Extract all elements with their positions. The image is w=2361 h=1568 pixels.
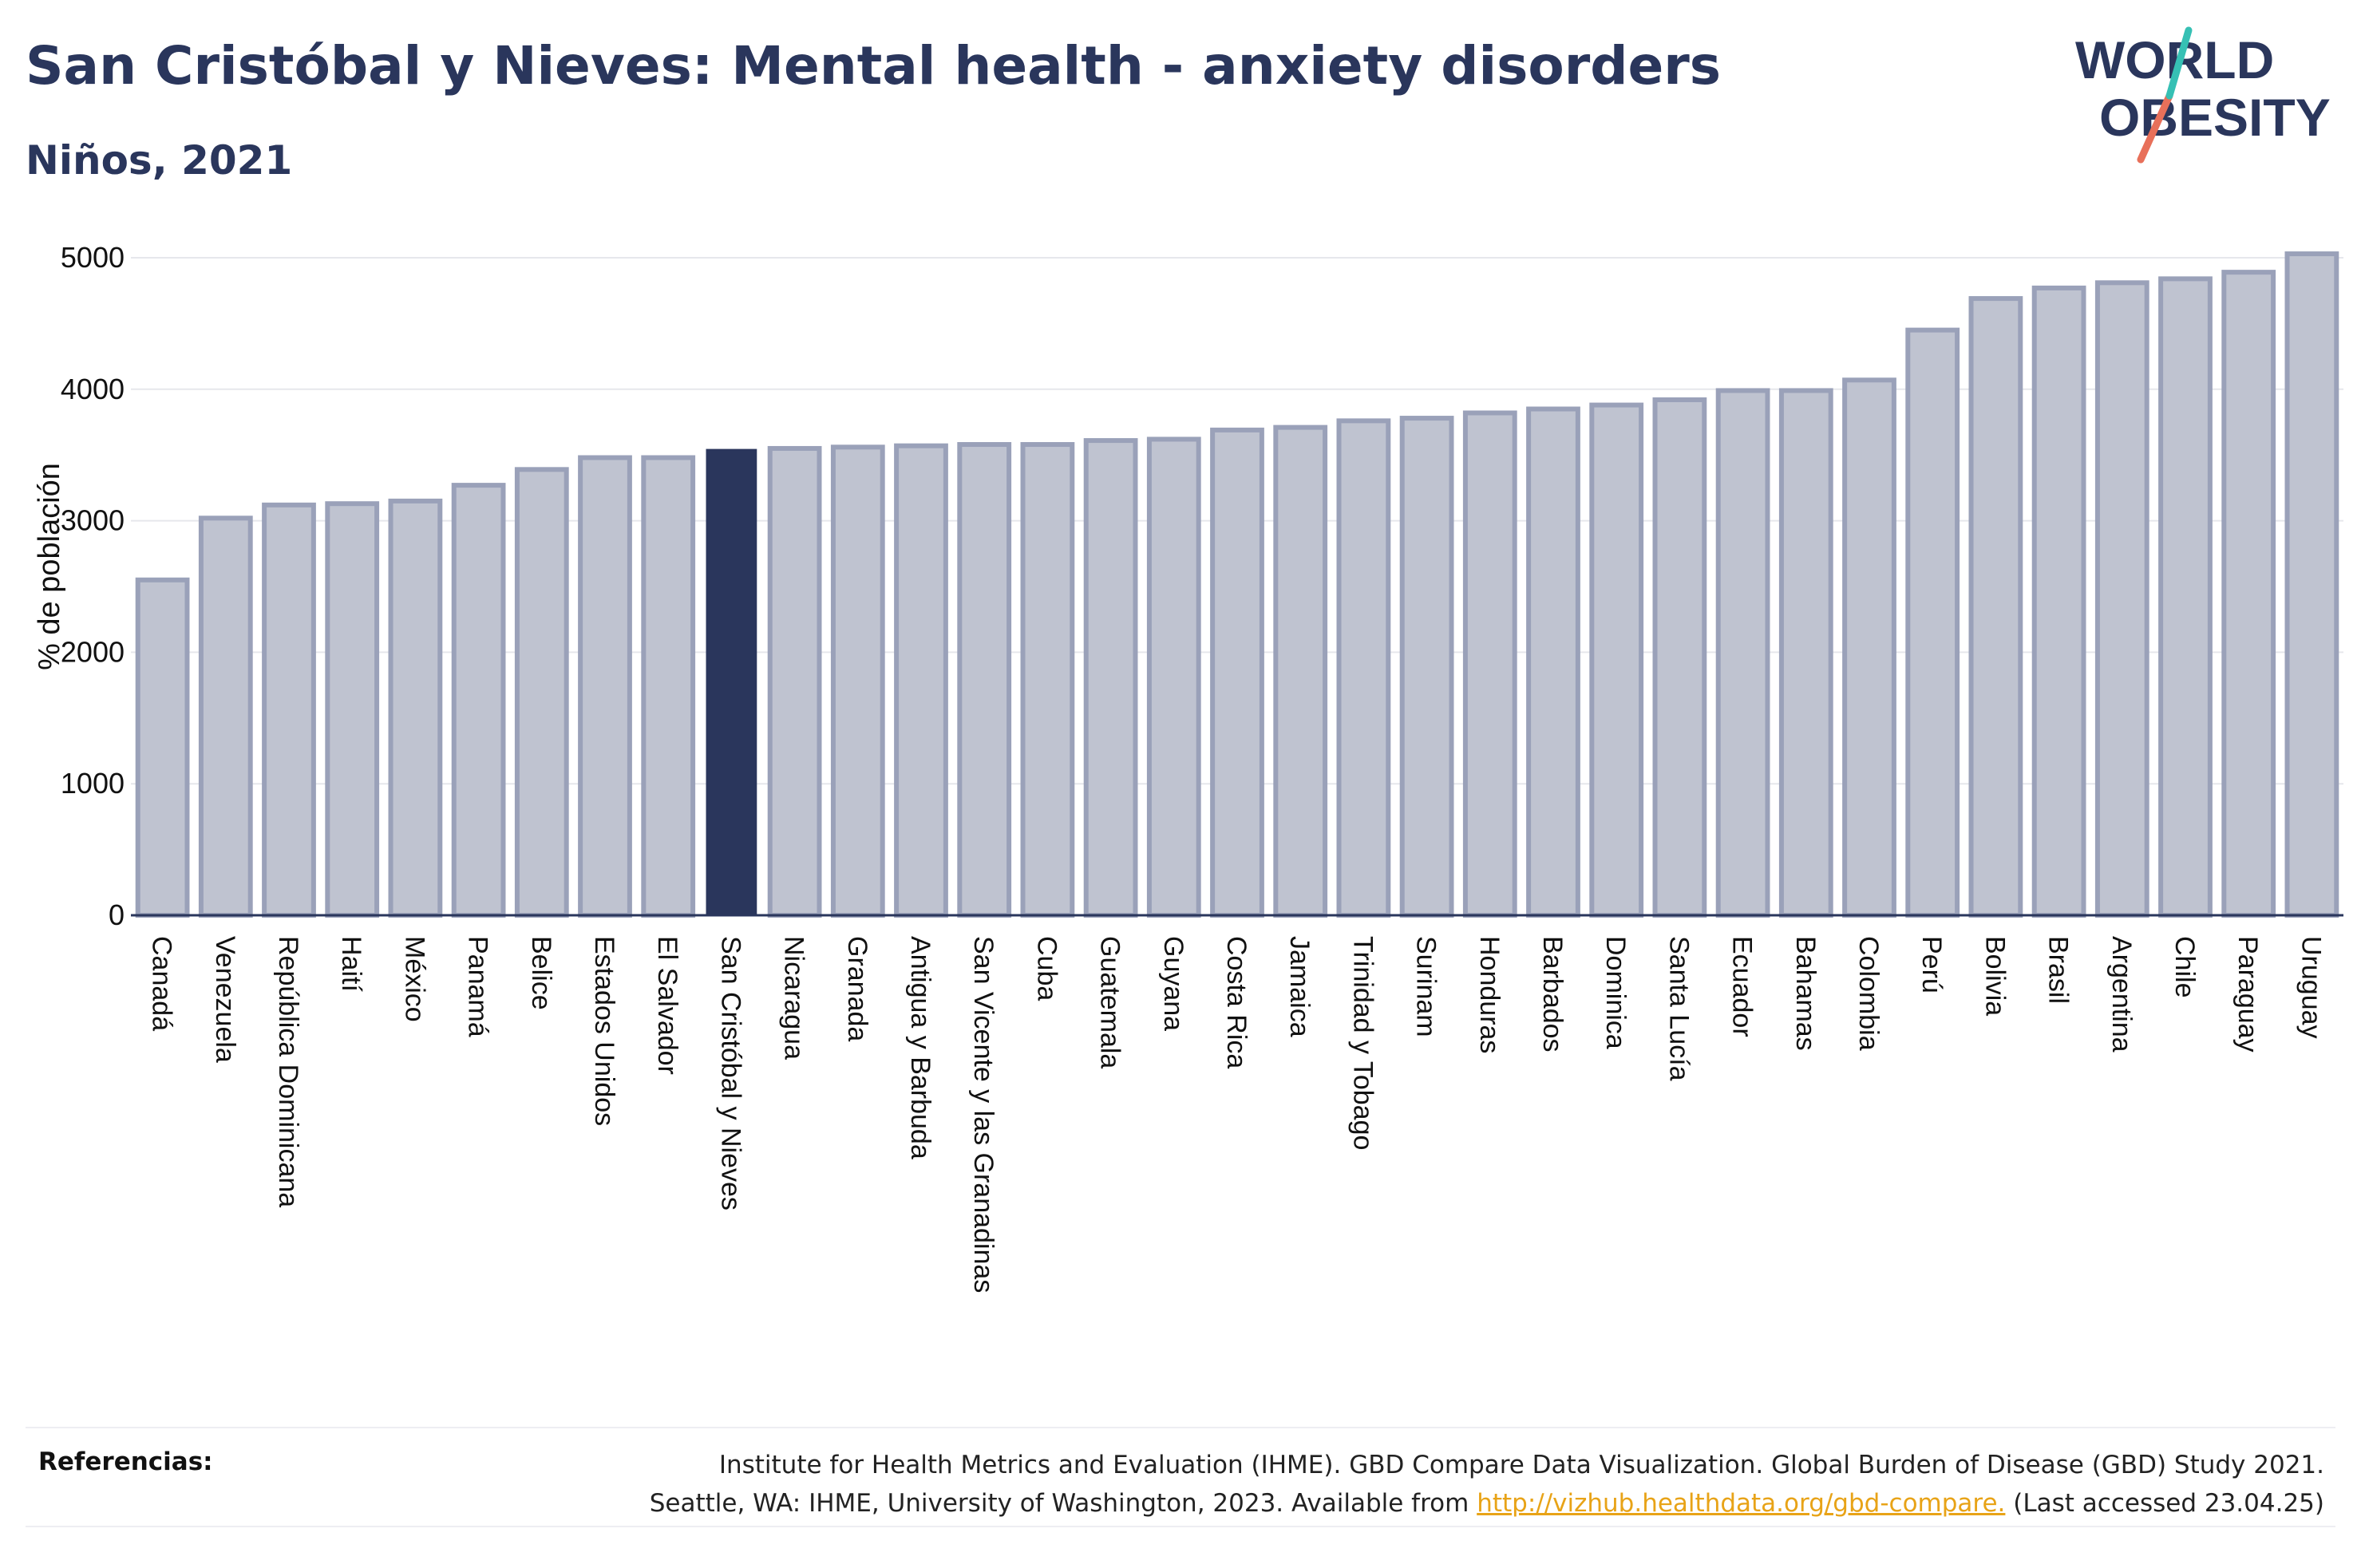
x-tick-label: Belice	[526, 936, 556, 1010]
y-tick-label: 3000	[61, 504, 125, 537]
bar-cuba	[1020, 442, 1075, 918]
y-tick-label: 4000	[61, 373, 125, 405]
x-tick-label: Bahamas	[1790, 936, 1821, 1051]
bar-brasil	[2031, 285, 2086, 918]
bars	[131, 251, 2343, 918]
bar-colombia	[1842, 377, 1896, 918]
logo-line2: OBESITY	[2099, 88, 2331, 147]
bar-uruguay	[2284, 251, 2339, 918]
x-tick-label: México	[399, 936, 429, 1022]
bar-barbados	[1526, 406, 1580, 918]
reference-link[interactable]: http://vizhub.healthdata.org/gbd-compare…	[1477, 1489, 2006, 1518]
x-tick-label: San Cristóbal y Nieves	[715, 936, 745, 1211]
x-axis-labels: Canadá Venezuela República Dominicana Haití…	[147, 936, 2327, 1293]
bar-trinidad-y-tobago	[1336, 418, 1391, 918]
bar-santa-lucia	[1652, 397, 1707, 918]
x-tick-label: Bolivia	[1979, 936, 2010, 1016]
bar-guatemala	[1083, 438, 1138, 918]
x-tick-label: Panamá	[463, 936, 493, 1037]
footer-divider-bottom	[26, 1526, 2335, 1527]
x-tick-label: Venezuela	[210, 936, 240, 1063]
bar-peru	[1905, 327, 1960, 918]
x-tick-label: Antigua y Barbuda	[905, 936, 935, 1159]
bar-estados-unidos	[578, 455, 632, 918]
x-tick-label: Santa Lucía	[1663, 936, 1694, 1081]
bar-antigua-y-barbuda	[894, 443, 948, 918]
x-tick-label: Canadá	[147, 936, 177, 1031]
x-tick-label: Ecuador	[1727, 936, 1758, 1037]
y-axis-ticks: 0 1000 2000 3000 4000 5000	[61, 241, 125, 931]
chart-subtitle: Niños, 2021	[26, 137, 293, 184]
bar-paraguay	[2221, 270, 2276, 918]
y-tick-label: 1000	[61, 767, 125, 800]
bar-dominica	[1589, 402, 1644, 918]
y-tick-label: 5000	[61, 241, 125, 274]
x-tick-label: San Vicente y las Granadinas	[968, 936, 999, 1293]
bar-panama	[451, 483, 506, 918]
bar-costa-rica	[1210, 427, 1264, 918]
x-tick-label: Paraguay	[2232, 936, 2263, 1053]
x-tick-label: Estados Unidos	[589, 936, 619, 1126]
bar-haiti	[325, 501, 380, 918]
x-tick-label: Costa Rica	[1221, 936, 1252, 1068]
y-axis-label: % de población	[33, 463, 66, 670]
bar-venezuela	[198, 515, 253, 918]
world-obesity-logo: WORLD OBESITY	[2075, 26, 2331, 164]
x-tick-label: Surinam	[1411, 936, 1442, 1037]
x-tick-label: Trinidad y Tobago	[1347, 936, 1378, 1150]
bar-canada	[135, 577, 190, 918]
reference-line-2-prefix: Seattle, WA: IHME, University of Washing…	[649, 1489, 1477, 1518]
x-tick-label: Cuba	[1031, 936, 1062, 1001]
x-tick-label: Granada	[842, 936, 872, 1041]
x-tick-label: Dominica	[1600, 936, 1631, 1049]
y-tick-label: 0	[109, 899, 125, 931]
x-tick-label: Jamaica	[1284, 936, 1315, 1037]
bar-chart: 0 1000 2000 3000 4000 5000 Canadá Venezuela Rep…	[33, 241, 2343, 1293]
bar-honduras	[1462, 410, 1517, 918]
x-tick-label: Honduras	[1474, 936, 1505, 1053]
bar-ecuador	[1715, 388, 1770, 918]
y-tick-label: 2000	[61, 635, 125, 668]
x-tick-label: Uruguay	[2296, 936, 2326, 1039]
bar-bahamas	[1778, 388, 1833, 918]
x-tick-label: República Dominicana	[273, 936, 303, 1207]
reference-line-2-suffix: (Last accessed 23.04.25)	[2005, 1489, 2324, 1518]
bar-bolivia	[1968, 296, 2023, 918]
chart-title: San Cristóbal y Nieves: Mental health - …	[26, 35, 1722, 97]
x-tick-label: El Salvador	[652, 936, 682, 1075]
x-tick-label: Barbados	[1537, 936, 1568, 1053]
bar-san-cristobal-y-nieves	[706, 448, 757, 916]
x-tick-label: Chile	[2169, 936, 2200, 997]
bar-argentina	[2094, 280, 2149, 918]
references-text: Institute for Health Metrics and Evaluat…	[568, 1446, 2324, 1523]
bar-guyana	[1146, 436, 1201, 918]
x-tick-label: Guyana	[1158, 936, 1188, 1031]
bar-chile	[2158, 276, 2213, 918]
bar-el-salvador	[641, 455, 696, 918]
x-tick-label: Haití	[336, 936, 366, 992]
bar-granada	[830, 444, 885, 918]
x-tick-label: Argentina	[2106, 936, 2137, 1053]
x-tick-label: Brasil	[2043, 936, 2074, 1004]
bar-surinam	[1399, 416, 1454, 918]
reference-line-1: Institute for Health Metrics and Evaluat…	[718, 1451, 2324, 1479]
x-tick-label: Colombia	[1853, 936, 1884, 1051]
x-tick-label: Perú	[1916, 936, 1947, 993]
reference-line-2: Seattle, WA: IHME, University of Washing…	[568, 1484, 2324, 1523]
x-tick-label: Nicaragua	[779, 936, 809, 1060]
bar-belice	[514, 467, 569, 918]
references-label: Referencias:	[38, 1448, 213, 1476]
x-tick-label: Guatemala	[1095, 936, 1125, 1068]
footer-divider-top	[26, 1427, 2335, 1428]
bar-nicaragua	[767, 445, 822, 918]
bar-mexico	[388, 498, 443, 918]
bar-republica-dominicana	[262, 502, 316, 918]
bar-san-vicente-y-las-granadinas	[957, 442, 1012, 918]
bar-jamaica	[1273, 425, 1328, 918]
